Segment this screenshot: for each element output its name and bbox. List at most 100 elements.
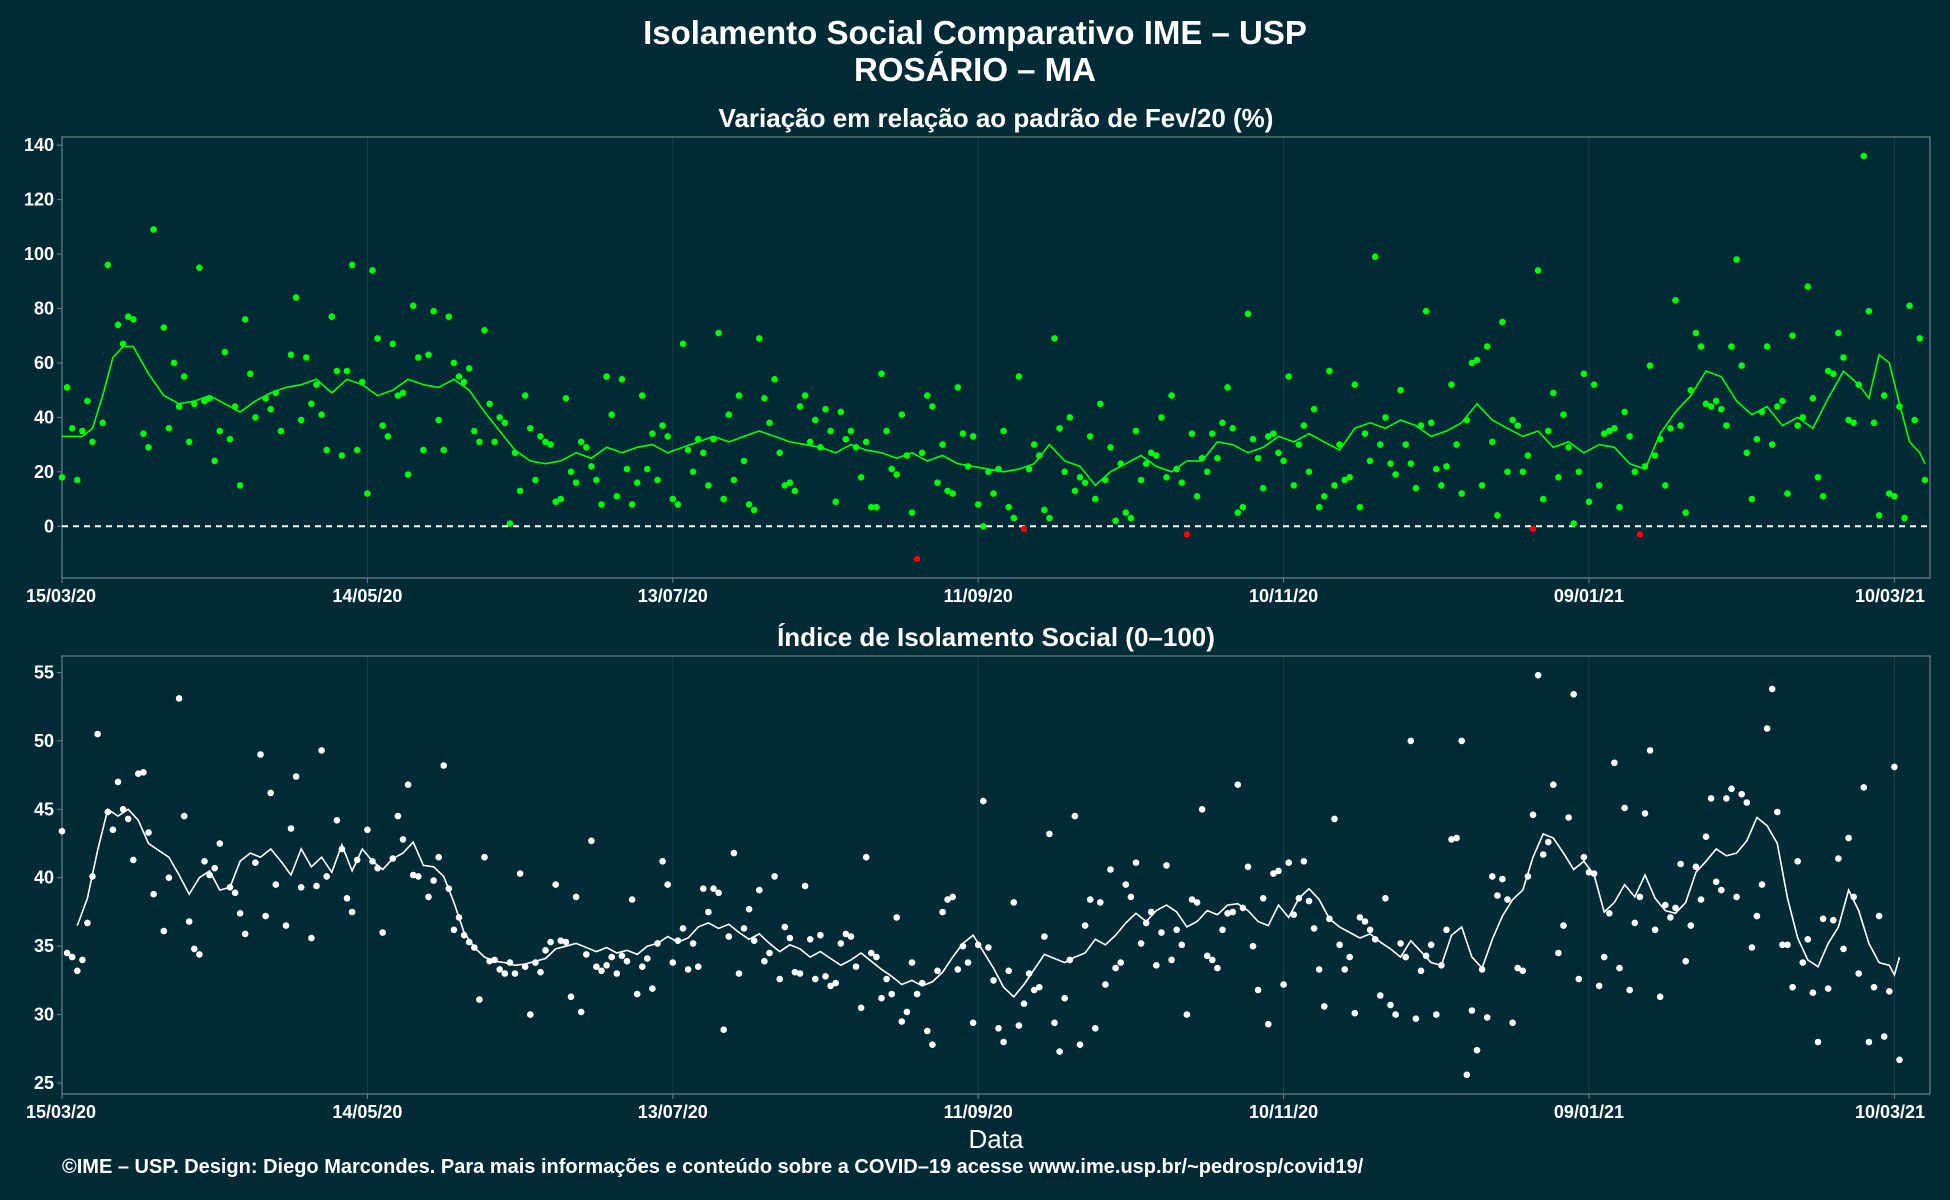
data-point: [450, 926, 458, 934]
data-point: [1341, 476, 1348, 484]
data-point: [211, 457, 218, 465]
data-point: [847, 427, 855, 435]
data-point: [1448, 381, 1455, 389]
data-point: [1295, 441, 1303, 448]
data-point: [1631, 468, 1639, 476]
data-point: [1565, 444, 1572, 451]
data-point: [104, 261, 112, 269]
data-point: [1356, 503, 1364, 511]
data-point: [404, 471, 412, 478]
data-point: [1814, 474, 1822, 481]
data-point: [1178, 479, 1186, 487]
data-point: [231, 889, 239, 897]
data-point: [1234, 781, 1242, 788]
data-point: [216, 427, 224, 435]
data-point: [58, 827, 66, 835]
data-point: [1188, 896, 1196, 903]
data-point: [287, 825, 295, 832]
data-point: [1707, 403, 1715, 410]
data-point: [969, 433, 977, 440]
data-point: [1132, 859, 1140, 866]
data-point: [333, 367, 341, 375]
data-point: [715, 889, 722, 897]
data-point: [1366, 926, 1374, 934]
data-point: [1005, 967, 1012, 975]
data-point: [1112, 517, 1119, 525]
data-point: [873, 953, 880, 961]
data-point: [1865, 307, 1873, 315]
data-point: [1789, 332, 1796, 340]
data-point: [1239, 503, 1247, 511]
data-point: [196, 951, 203, 958]
data-point: [63, 384, 71, 391]
data-point: [684, 446, 692, 454]
data-point: [150, 226, 157, 233]
main-title: Isolamento Social Comparativo IME – USP: [643, 14, 1307, 51]
data-point: [150, 890, 157, 898]
data-point: [1086, 896, 1094, 903]
data-point: [1030, 441, 1038, 448]
data-point: [1692, 863, 1700, 871]
data-point: [1499, 875, 1506, 883]
data-point: [1616, 503, 1623, 511]
data-point: [689, 468, 697, 476]
data-point: [878, 370, 885, 378]
data-point: [1270, 430, 1277, 438]
data-point: [898, 1018, 906, 1025]
data-point: [776, 975, 783, 983]
data-point: [1743, 449, 1751, 457]
data-point: [1407, 460, 1415, 468]
data-point: [1504, 468, 1511, 476]
data-point: [1789, 983, 1796, 991]
data-point: [618, 952, 626, 960]
data-point: [664, 433, 671, 440]
data-point: [79, 427, 86, 435]
data-point: [369, 267, 376, 274]
data-point: [735, 392, 743, 399]
data-point: [1275, 867, 1282, 875]
moving-average-line: [62, 345, 1926, 487]
data-point: [527, 425, 534, 432]
data-point: [440, 762, 448, 769]
data-point: [1799, 959, 1807, 966]
data-point: [185, 438, 193, 446]
data-point: [1036, 452, 1043, 459]
data-point: [1814, 1038, 1822, 1046]
data-point: [1774, 808, 1781, 816]
data-point: [537, 433, 544, 440]
data-point: [659, 858, 666, 865]
data-point: [313, 882, 320, 890]
data-point: [1310, 925, 1318, 932]
data-point: [1697, 896, 1705, 903]
data-point: [1066, 414, 1074, 421]
data-point: [1407, 737, 1415, 745]
data-point: [725, 411, 733, 419]
data-point: [420, 446, 427, 454]
data-point: [1127, 514, 1135, 522]
x-tick-label: 13/07/20: [638, 586, 708, 606]
data-point: [1860, 152, 1868, 160]
data-point: [1550, 781, 1557, 788]
data-point: [175, 403, 183, 410]
data-point: [1290, 911, 1298, 918]
data-point: [1774, 403, 1781, 410]
data-point: [1667, 914, 1674, 921]
data-point: [89, 438, 96, 446]
data-point: [583, 444, 590, 451]
y-tick-label: 35: [34, 936, 54, 956]
y-tick-label: 45: [34, 799, 54, 819]
data-point: [267, 789, 275, 797]
data-point: [1361, 430, 1369, 438]
data-point: [1336, 941, 1343, 949]
data-point: [1753, 912, 1761, 920]
data-point: [1830, 916, 1837, 924]
data-point: [745, 501, 753, 508]
data-point: [84, 397, 91, 405]
data-point: [1687, 922, 1695, 929]
data-point: [1646, 362, 1654, 370]
data-point: [1086, 433, 1094, 440]
data-point: [1748, 495, 1756, 503]
data-point: [491, 438, 498, 446]
copyright-footer: ©IME – USP. Design: Diego Marcondes. Par…: [62, 1156, 1364, 1178]
data-point: [1092, 1025, 1099, 1032]
